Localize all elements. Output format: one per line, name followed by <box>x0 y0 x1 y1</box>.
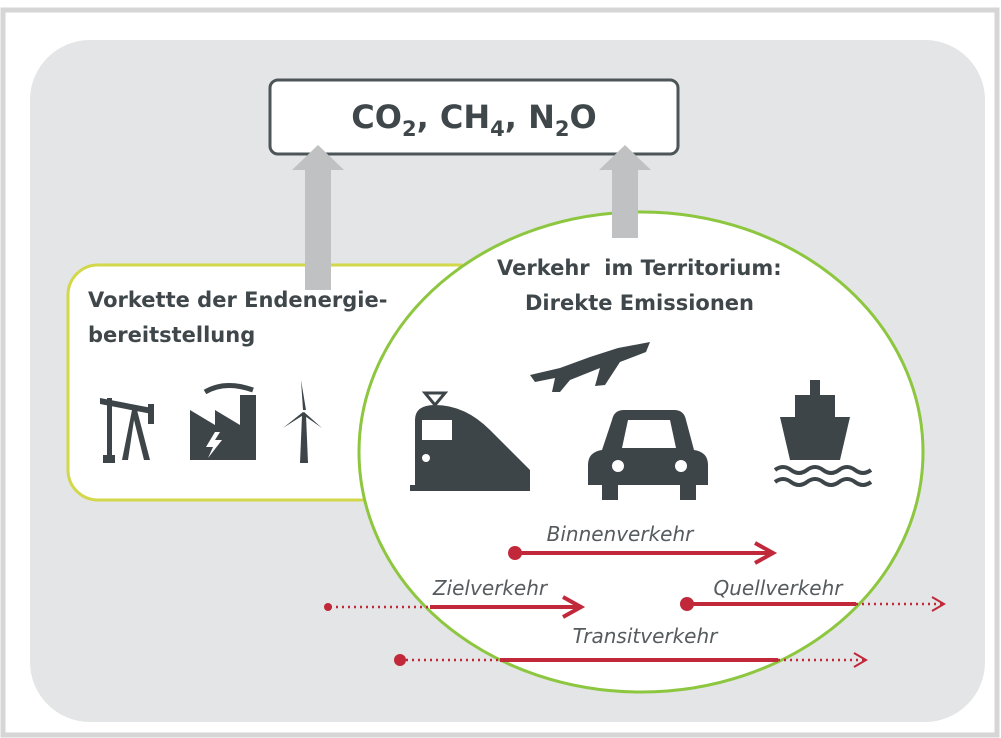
wind-icon <box>283 380 322 463</box>
arrow-up <box>599 145 651 238</box>
formula-sub: 2 <box>402 117 417 141</box>
ship-icon <box>773 380 873 487</box>
flow-arrowhead <box>931 596 946 612</box>
flow-label: Transitverkehr <box>573 624 720 648</box>
emissions-box <box>268 78 680 156</box>
emissions-formula: CO2, CH4, N2O <box>351 98 596 141</box>
factory-icon <box>190 383 256 460</box>
flow-arrowhead <box>754 541 778 565</box>
arrow-up <box>292 145 344 290</box>
train-icon <box>410 391 530 491</box>
territory-label: Verkehr im Territorium: <box>497 256 782 280</box>
upstream-label: Vorkette der Endenergie- <box>88 288 387 312</box>
flow-label: Binnenverkehr <box>547 522 696 546</box>
flow-label: Zielverkehr <box>432 576 549 600</box>
formula-sub: 2 <box>555 117 570 141</box>
upstream-label: bereitstellung <box>88 323 255 347</box>
formula-part: , N <box>505 98 555 136</box>
territory-label: Direkte Emissionen <box>525 291 754 315</box>
flow-label: Quellverkehr <box>714 576 845 600</box>
formula-part: , CH <box>417 98 491 136</box>
flow-arrowhead <box>562 595 586 619</box>
car-icon <box>588 410 708 500</box>
flow-arrowhead <box>853 652 868 668</box>
formula-part: CO <box>351 98 402 136</box>
pump-icon <box>100 398 154 463</box>
formula-sub: 4 <box>490 117 505 141</box>
formula-part: O <box>570 98 597 136</box>
flow-start <box>324 603 332 611</box>
plane-icon <box>530 342 650 392</box>
